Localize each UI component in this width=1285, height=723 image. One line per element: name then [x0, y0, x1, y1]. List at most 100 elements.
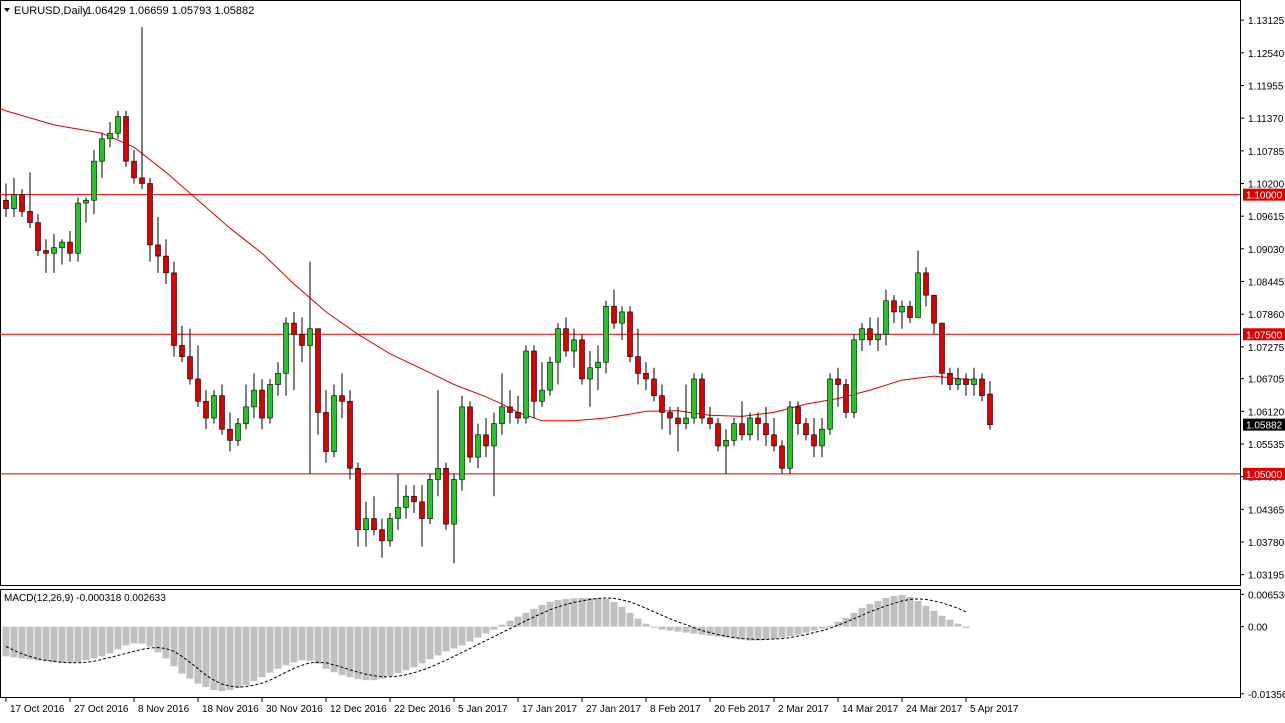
bear-candle [179, 345, 185, 357]
macd-axis: 0.006536 0.00 -0.013560 [1240, 590, 1285, 701]
bear-candle [507, 406, 513, 413]
date-tick-label: 17 Jan 2017 [522, 704, 577, 715]
macd-bar [74, 626, 82, 663]
bull-candle [883, 300, 889, 335]
bear-candle [67, 241, 73, 254]
price-tick-label: 1.07860 [1248, 310, 1285, 321]
macd-bar [82, 626, 90, 661]
level-price-tag [1243, 467, 1285, 480]
bear-candle [563, 328, 569, 352]
bull-candle [499, 406, 505, 424]
main-pane-frame [0, 0, 1241, 586]
bull-candle [819, 428, 825, 447]
time-axis: 17 Oct 2016 27 Oct 2016 8 Nov 2016 18 Nov 2… [5, 697, 1019, 715]
macd-bar [578, 597, 586, 627]
level-price-tag [1243, 188, 1285, 201]
bull-candle [75, 202, 81, 254]
macd-bar [162, 626, 170, 659]
macd-bar [42, 626, 50, 662]
bull-candle [547, 361, 553, 391]
bear-candle [675, 417, 681, 424]
macd-bar [170, 626, 178, 667]
macd-bar [722, 626, 730, 638]
macd-bar [450, 626, 458, 649]
bear-candle [643, 373, 649, 380]
bear-candle [323, 412, 329, 452]
bull-candle [395, 507, 401, 519]
macd-bar [802, 626, 810, 633]
bear-candle [947, 373, 953, 385]
bull-candle [403, 495, 409, 508]
bear-candle [259, 389, 265, 419]
bear-candle [739, 423, 745, 436]
macd-bar [834, 621, 842, 627]
macd-bar [458, 626, 466, 646]
date-tick-label: 20 Feb 2017 [714, 704, 771, 715]
bear-candle [923, 272, 929, 296]
macd-label: MACD(12,26,9) -0.000318 0.002633 [4, 593, 166, 604]
bear-candle [699, 378, 705, 419]
bear-candle [19, 194, 25, 212]
candlesticks [3, 27, 993, 564]
date-tick-label: 27 Jan 2017 [586, 704, 641, 715]
bull-candle [723, 440, 729, 447]
horizontal-levels[interactable] [0, 194, 1240, 475]
bull-candle [363, 518, 369, 531]
bear-candle [379, 529, 385, 542]
macd-bar [26, 626, 34, 660]
macd-bar [274, 626, 282, 669]
bear-candle [35, 222, 41, 251]
dropdown-triangle-icon[interactable] [4, 8, 10, 12]
macd-bar [594, 597, 602, 627]
bear-candle [3, 199, 9, 209]
macd-bar [482, 626, 490, 634]
bull-candle [275, 373, 281, 385]
bull-candle [747, 417, 753, 436]
price-axis: 1.13125 1.12540 1.11955 1.11370 1.10785 1.102… [1240, 16, 1285, 582]
bear-candle [291, 322, 297, 335]
macd-bar [442, 626, 450, 652]
macd-bar [794, 626, 802, 635]
date-tick-label: 5 Jan 2017 [458, 704, 508, 715]
macd-bar [690, 626, 698, 634]
macd-bar [850, 612, 858, 627]
bear-candle [371, 518, 377, 531]
bull-candle [491, 423, 497, 447]
macd-bar [538, 604, 546, 627]
ma-line [0, 107, 975, 422]
macd-bar [306, 626, 314, 661]
macd-bar [866, 603, 874, 627]
macd-bar [178, 626, 186, 674]
macd-bar [138, 626, 146, 644]
date-tick-label: 12 Dec 2016 [330, 704, 387, 715]
macd-bar [650, 626, 658, 628]
bull-candle [899, 306, 905, 313]
macd-bar [146, 626, 154, 647]
macd-bar [202, 626, 210, 688]
macd-bar [106, 626, 114, 654]
bull-candle [83, 199, 89, 204]
bear-candle [131, 160, 137, 179]
bull-candle [267, 384, 273, 419]
macd-bar [754, 626, 762, 641]
macd-bar [890, 595, 898, 627]
bull-candle [851, 339, 857, 413]
macd-bar [570, 598, 578, 627]
bull-candle [91, 160, 97, 201]
macd-bar [618, 606, 626, 627]
bear-candle [163, 255, 169, 274]
macd-bar [530, 608, 538, 627]
macd-bar [298, 626, 306, 661]
bull-candle [555, 328, 561, 363]
price-tick-label: 1.09615 [1248, 212, 1285, 223]
bull-candle [459, 406, 465, 480]
symbol-label: EURUSD,Daily [14, 5, 88, 17]
bear-candle [339, 395, 345, 402]
price-tick-label: 1.03195 [1248, 571, 1285, 582]
macd-bar [586, 597, 594, 627]
macd-bar [946, 619, 954, 627]
macd-bar [826, 625, 834, 627]
bear-candle [907, 306, 913, 318]
